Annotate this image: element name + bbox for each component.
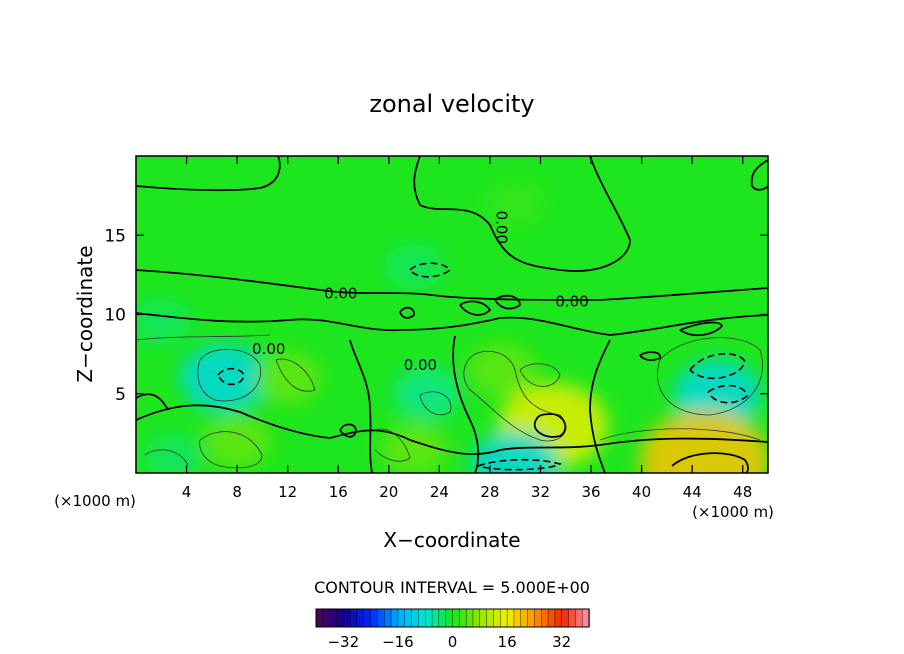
colorbar-swatch: [384, 608, 392, 628]
colorbar-swatch: [554, 608, 563, 628]
colorbar-swatch: [527, 608, 536, 628]
colorbar-swatch: [520, 608, 529, 628]
colorbar-swatch: [513, 608, 522, 628]
colorbar-swatch: [363, 608, 372, 628]
colorbar-swatch: [541, 608, 549, 628]
x-axis-label: X−coordinate: [383, 528, 520, 552]
colorbar-tick-label: −16: [382, 633, 414, 651]
colorbar-swatch: [581, 608, 590, 628]
colorbar: [315, 608, 590, 628]
field-feature-2: [392, 367, 461, 420]
contour-lines-thin: [136, 334, 763, 469]
colorbar-swatch: [329, 608, 338, 628]
contour-lines-dashed: [217, 262, 748, 471]
contour-label-3: 0.00: [252, 340, 285, 358]
colorbar-swatch: [547, 608, 556, 628]
colorbar-swatch: [418, 608, 426, 628]
colorbar-swatch: [343, 608, 351, 628]
colorbar-swatch: [486, 608, 495, 628]
colorbar-swatch: [445, 608, 454, 628]
colorbar-swatch: [575, 608, 583, 628]
contour-label-0: 0.00: [492, 211, 510, 244]
colorbar-swatch: [356, 608, 365, 628]
colorbar-swatch: [390, 608, 399, 628]
contour-interval-text: CONTOUR INTERVAL = 5.000E+00: [314, 578, 590, 597]
contour-lines: [136, 156, 768, 473]
x-tick-label: 28: [480, 483, 499, 501]
colorbar-swatch: [315, 608, 324, 628]
contour-label-layer: 0.00 0.00 0.00 0.00 0.00: [252, 211, 589, 374]
x-axis: 4 8 12 16 20 24 28 32 36 40 44 48: [182, 156, 752, 501]
field-feature-13: [136, 299, 191, 346]
colorbar-swatch: [506, 608, 515, 628]
x-tick-label: 4: [182, 483, 192, 501]
colorbar-swatch: [472, 608, 481, 628]
colorbar-swatch: [438, 608, 447, 628]
x-tick-label: 20: [379, 483, 398, 501]
colorbar-swatch: [479, 608, 488, 628]
contour-label-4: 0.00: [404, 356, 437, 374]
field-feature-7: [639, 410, 768, 473]
colorbar-frame: [315, 608, 590, 628]
x-tick-label: 44: [683, 483, 702, 501]
x-tick-label: 24: [430, 483, 449, 501]
colorbar-swatch: [404, 608, 413, 628]
colorbar-swatch: [411, 608, 420, 628]
colorbar-swatch: [431, 608, 440, 628]
y-tick-label: 5: [115, 385, 126, 405]
field-feature-8: [203, 415, 271, 468]
colorbar-swatch: [370, 608, 379, 628]
colorbar-swatch: [349, 608, 358, 628]
field-feature-10: [144, 434, 204, 473]
colorbar-swatch: [336, 608, 345, 628]
colorbar-tick-label: 32: [552, 633, 571, 651]
colorbar-swatch: [459, 608, 467, 628]
colorbar-swatch: [465, 608, 474, 628]
chart-title: zonal velocity: [369, 90, 534, 118]
colorbar-swatch: [493, 608, 501, 628]
y-axis: 5 10 15: [104, 226, 768, 405]
colorbar-swatch: [377, 608, 385, 628]
x-tick-label: 8: [232, 483, 242, 501]
x-tick-label: 32: [531, 483, 550, 501]
x-tick-label: 48: [733, 483, 752, 501]
y-axis-label: Z−coordinate: [73, 245, 97, 382]
x-tick-label: 40: [632, 483, 651, 501]
x-unit-right: (×1000 m): [692, 503, 774, 521]
y-tick-label: 10: [104, 306, 126, 326]
colorbar-ticks: −32 −16 0 16 32: [327, 633, 571, 651]
colorbar-swatch: [500, 608, 508, 628]
colorbar-swatch: [425, 608, 433, 628]
colorbar-tick-label: −32: [327, 633, 359, 651]
x-tick-label: 12: [278, 483, 297, 501]
contour-label-2: 0.00: [555, 293, 588, 311]
field-feature-6: [673, 359, 762, 428]
colorbar-swatch: [452, 608, 461, 628]
colorbar-tick-label: 16: [498, 633, 517, 651]
x-unit-left: (×1000 m): [54, 492, 136, 510]
x-tick-label: 16: [329, 483, 348, 501]
contour-label-1: 0.00: [324, 285, 357, 303]
colorbar-swatch: [568, 608, 577, 628]
field-feature-3: [468, 343, 537, 396]
y-tick-label: 15: [104, 226, 126, 246]
colorbar-tick-label: 0: [448, 633, 458, 651]
field-feature-12: [487, 182, 543, 225]
colorbar-swatch: [322, 608, 331, 628]
colorbar-swatch: [534, 608, 542, 628]
colorbar-swatch: [397, 608, 406, 628]
colorbar-swatch: [561, 608, 570, 628]
x-tick-label: 36: [581, 483, 600, 501]
